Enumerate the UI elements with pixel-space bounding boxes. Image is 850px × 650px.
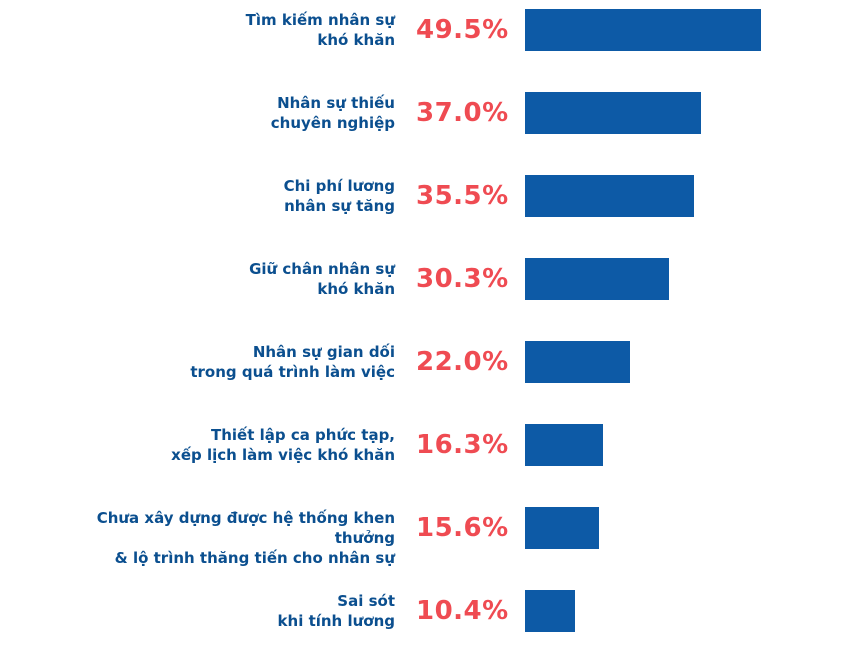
- value-label: 35.5%: [416, 181, 509, 211]
- category-label: Chi phí lương nhân sự tăng: [283, 177, 395, 215]
- bar: [525, 424, 603, 466]
- value-label: 30.3%: [416, 264, 509, 294]
- bar: [525, 92, 701, 134]
- value-label: 22.0%: [416, 347, 509, 377]
- category-label: Sai sót khi tính lương: [277, 592, 395, 630]
- category-label: Nhân sự thiếu chuyên nghiệp: [270, 94, 395, 132]
- value-label: 16.3%: [416, 430, 509, 460]
- bar: [525, 341, 630, 383]
- category-label: Thiết lập ca phức tạp, xếp lịch làm việc…: [171, 426, 395, 464]
- value-label: 49.5%: [416, 15, 509, 45]
- value-label: 15.6%: [416, 513, 509, 543]
- bar: [525, 175, 694, 217]
- category-label: Chưa xây dựng được hệ thống khen thưởng …: [96, 509, 395, 567]
- category-label: Giữ chân nhân sự khó khăn: [249, 260, 395, 298]
- bar: [525, 590, 575, 632]
- bar: [525, 258, 669, 300]
- value-label: 10.4%: [416, 596, 509, 626]
- category-label: Tìm kiếm nhân sự khó khăn: [245, 11, 395, 49]
- category-label: Nhân sự gian dối trong quá trình làm việ…: [190, 343, 395, 381]
- value-label: 37.0%: [416, 98, 509, 128]
- bar: [525, 507, 599, 549]
- bar: [525, 9, 761, 51]
